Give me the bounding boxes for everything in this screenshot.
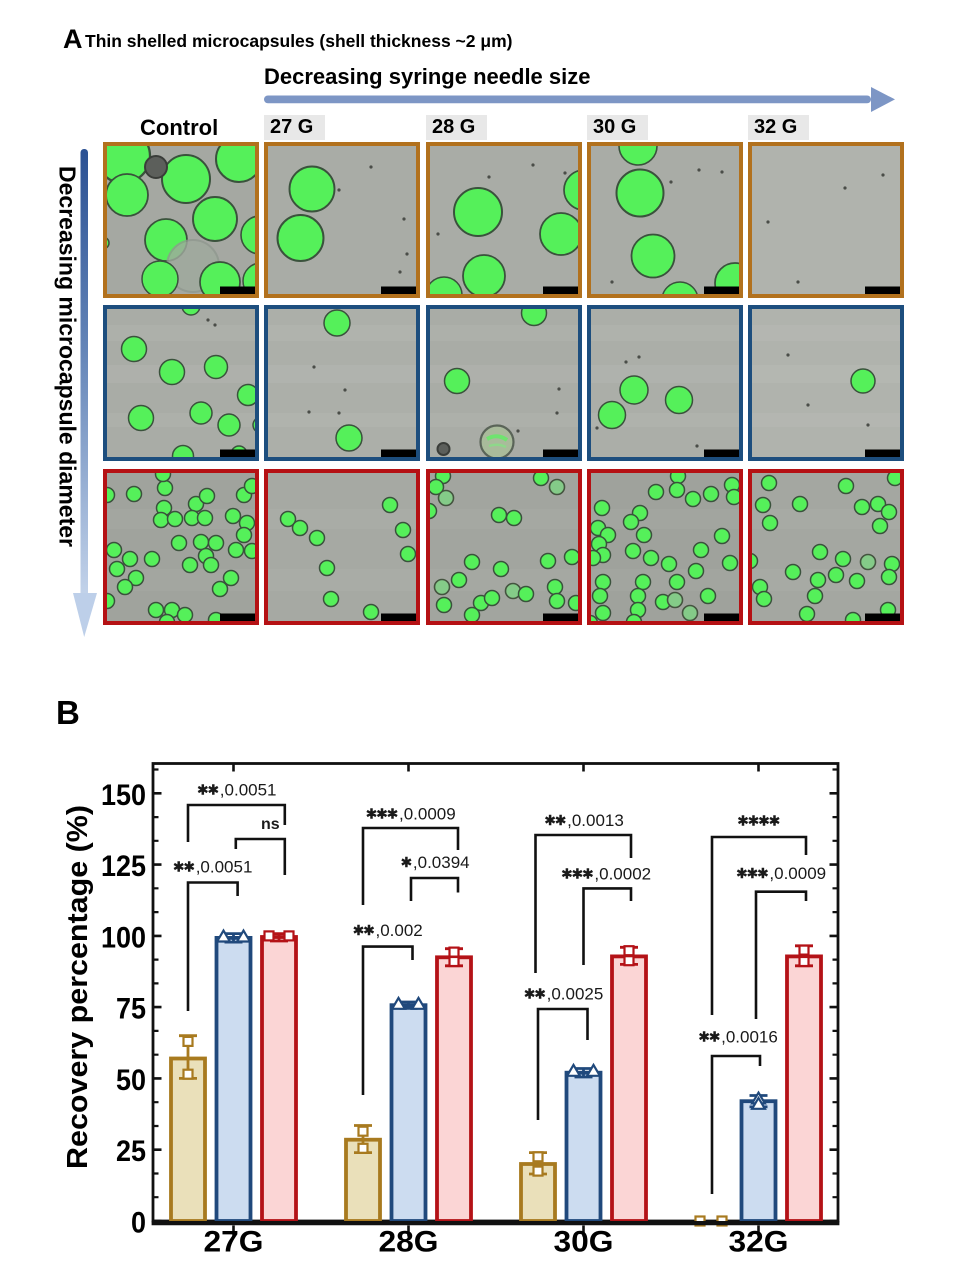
svg-text:75: 75 [116,993,146,1026]
svg-text:100: 100 [101,921,146,954]
svg-text:,0.0016: ,0.0016 [721,1028,778,1047]
svg-text:,0.0002: ,0.0002 [594,865,651,884]
svg-text:,0.0051: ,0.0051 [196,858,253,877]
svg-text:,0.0009: ,0.0009 [399,805,456,824]
svg-text:30G: 30G [554,1226,614,1259]
svg-text:,0.0394: ,0.0394 [413,853,470,872]
svg-text:,0.0051: ,0.0051 [220,781,277,800]
svg-text:25: 25 [116,1135,146,1168]
svg-text:150: 150 [101,779,146,812]
svg-text:,0.0013: ,0.0013 [567,811,624,830]
svg-text:Recovery percentage (%): Recovery percentage (%) [62,805,94,1169]
svg-text:,0.0009: ,0.0009 [769,864,826,883]
svg-text:,0.0025: ,0.0025 [547,985,604,1004]
svg-text:,0.002: ,0.002 [376,921,423,940]
svg-text:125: 125 [101,850,146,883]
svg-text:27G: 27G [204,1226,264,1259]
svg-text:50: 50 [116,1064,146,1097]
svg-text:32G: 32G [729,1226,789,1259]
svg-text:0: 0 [131,1207,146,1240]
svg-text:ns: ns [261,816,280,833]
svg-text:28G: 28G [379,1226,439,1259]
